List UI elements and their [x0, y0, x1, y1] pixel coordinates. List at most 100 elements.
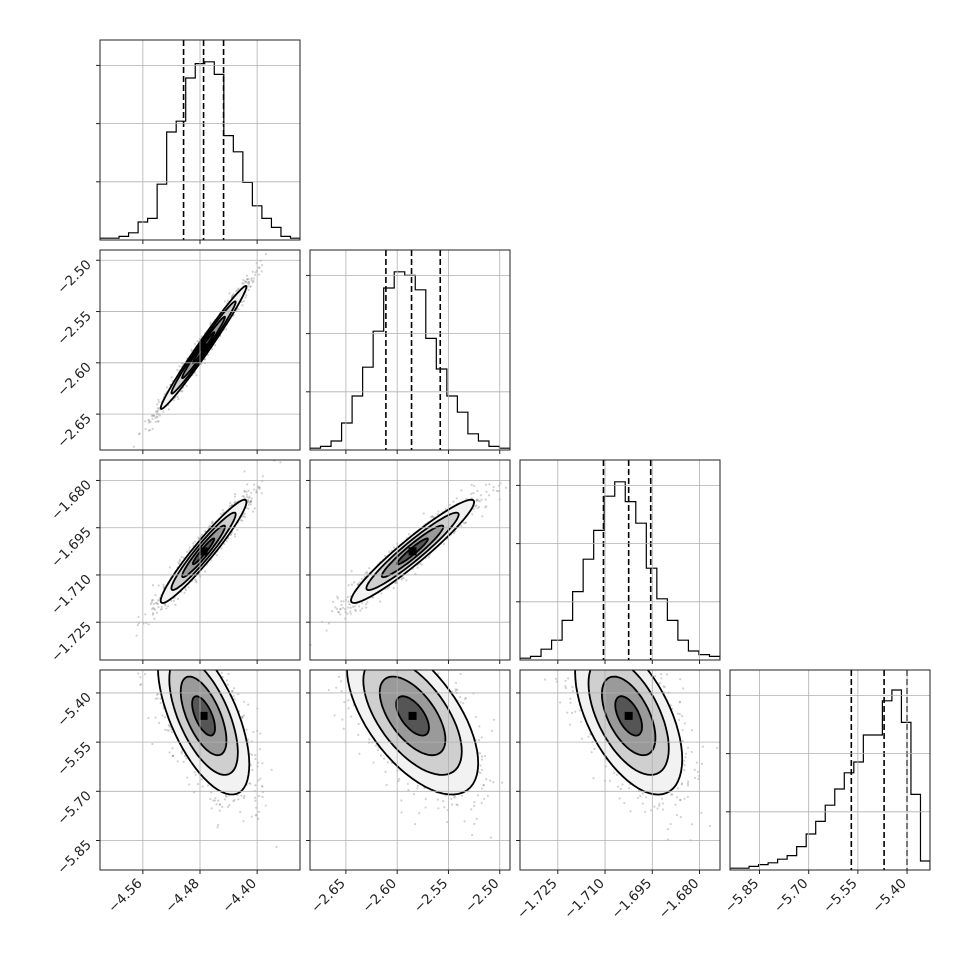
sample-point: [241, 304, 243, 306]
sample-point: [162, 658, 164, 660]
sample-point: [368, 567, 370, 569]
sample-point: [177, 650, 179, 652]
sample-point: [247, 490, 249, 492]
sample-point: [151, 599, 153, 601]
sample-point: [340, 600, 342, 602]
sample-point: [153, 415, 155, 417]
sample-point: [193, 603, 195, 605]
sample-point: [186, 776, 188, 778]
sample-point: [358, 605, 360, 607]
sample-point: [137, 616, 139, 618]
sample-point: [237, 798, 239, 800]
sample-point: [169, 636, 171, 638]
sample-point: [156, 602, 158, 604]
x-tick-label: −5.55: [820, 876, 861, 917]
sample-point: [195, 652, 197, 654]
sample-point: [169, 566, 171, 568]
sample-point: [167, 605, 169, 607]
sample-point: [152, 584, 154, 586]
density-panel: [133, 237, 281, 448]
sample-point: [176, 369, 178, 371]
sample-point: [259, 267, 261, 269]
sample-point: [393, 587, 395, 589]
sample-point: [361, 578, 363, 580]
histogram-panel: [520, 460, 720, 660]
sample-point: [246, 275, 248, 277]
sample-point: [250, 500, 252, 502]
panel-grid: [100, 40, 300, 240]
sample-point: [220, 547, 222, 549]
sample-point: [194, 771, 196, 773]
sample-point: [259, 778, 261, 780]
sample-point: [153, 603, 155, 605]
sample-point: [171, 747, 173, 749]
sample-point: [251, 497, 253, 499]
sample-point: [261, 492, 263, 494]
sample-point: [157, 599, 159, 601]
sample-point: [251, 769, 253, 771]
sample-point: [471, 484, 473, 486]
sample-point: [186, 551, 188, 553]
sample-point: [190, 657, 192, 659]
sample-point: [365, 603, 367, 605]
sample-point: [185, 667, 187, 669]
sample-point: [159, 414, 161, 416]
sample-point: [393, 547, 395, 549]
sample-point: [156, 416, 158, 418]
sample-point: [337, 611, 339, 613]
sample-point: [417, 567, 419, 569]
sample-point: [470, 493, 472, 495]
sample-point: [353, 581, 355, 583]
sample-point: [160, 702, 162, 704]
sample-point: [349, 611, 351, 613]
sample-point: [144, 613, 146, 615]
sample-point: [144, 420, 146, 422]
sample-point: [228, 292, 230, 294]
sample-point: [169, 648, 171, 650]
sample-point: [361, 607, 363, 609]
sample-point: [472, 492, 474, 494]
sample-point: [253, 277, 255, 279]
sample-point: [388, 551, 390, 553]
sample-point: [243, 490, 245, 492]
sample-point: [158, 584, 160, 586]
sample-point: [401, 577, 403, 579]
sample-point: [234, 533, 236, 535]
sample-point: [193, 625, 195, 627]
sample-point: [492, 489, 494, 491]
sample-point: [170, 640, 172, 642]
sample-point: [162, 584, 164, 586]
sample-point: [405, 579, 407, 581]
sample-point: [161, 606, 163, 608]
sample-point: [248, 289, 250, 291]
panel-grid: [100, 250, 300, 450]
sample-point: [156, 403, 158, 405]
sample-point: [198, 646, 200, 648]
sample-point: [236, 529, 238, 531]
sample-point: [423, 512, 425, 514]
sample-point: [194, 578, 196, 580]
sample-point: [248, 281, 250, 283]
sample-point: [227, 684, 229, 686]
sample-point: [173, 650, 175, 652]
sample-point: [175, 630, 177, 632]
sample-point: [432, 516, 434, 518]
sample-point: [179, 560, 181, 562]
sample-point: [248, 504, 250, 506]
sample-point: [246, 496, 248, 498]
sample-point: [234, 535, 236, 537]
sample-point: [189, 546, 191, 548]
sample-point: [156, 694, 158, 696]
sample-point: [347, 606, 349, 608]
sample-point: [185, 757, 187, 759]
panel-ticks: −1.725−1.710−1.695−1.680: [48, 477, 257, 665]
sample-point: [251, 277, 253, 279]
sample-point: [151, 418, 153, 420]
sample-point: [275, 846, 277, 848]
sample-point: [261, 270, 263, 272]
sample-point: [136, 635, 138, 637]
sample-point: [162, 661, 164, 663]
sample-point: [168, 408, 170, 410]
sample-point: [192, 542, 194, 544]
sample-point: [242, 820, 244, 822]
